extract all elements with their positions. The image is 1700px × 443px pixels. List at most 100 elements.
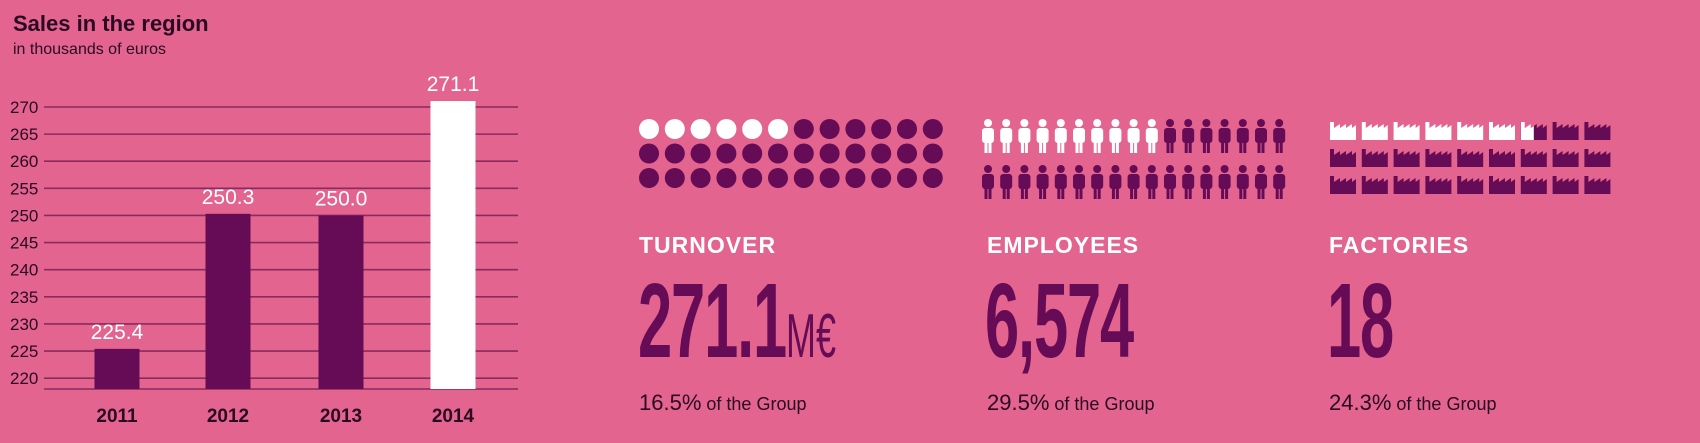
turnover-label: TURNOVER <box>639 232 777 258</box>
circle-icon <box>690 143 711 164</box>
turnover-number: 271.1 <box>638 262 787 380</box>
factory-icon <box>1520 176 1547 194</box>
person-icon <box>1054 119 1067 153</box>
bar-2011 <box>94 348 140 389</box>
circle-icon <box>768 143 788 164</box>
person-icon <box>1127 119 1140 153</box>
circle-icon <box>922 143 943 164</box>
circle-icon <box>716 168 737 188</box>
circle-icon <box>716 143 737 164</box>
circle-icon <box>742 168 763 188</box>
circle-icon <box>845 119 866 139</box>
person-icon <box>1000 165 1013 199</box>
person-icon <box>1000 119 1013 153</box>
x-tick-label: 2012 <box>207 406 249 427</box>
factory-icon <box>1393 176 1420 194</box>
employees-label: EMPLOYEES <box>987 232 1140 258</box>
circle-icon <box>716 119 737 139</box>
factory-icon <box>1457 176 1484 194</box>
circle-icon <box>819 143 840 164</box>
x-tick-label: 2013 <box>320 406 362 427</box>
person-icon <box>1073 165 1085 199</box>
turnover-share-text: of the Group <box>706 394 807 414</box>
sales-bar-chart: 220 225 230 235 240 245 250 255 260 265 270 225.4 20… <box>10 73 518 427</box>
bar-value-label: 250.0 <box>315 187 368 210</box>
factory-icon <box>1330 149 1356 167</box>
y-tick-label: 250 <box>10 206 38 225</box>
circle-icon <box>793 143 814 164</box>
person-icon <box>1091 165 1104 199</box>
factory-icon <box>1425 149 1452 167</box>
person-icon <box>1145 119 1158 153</box>
person-icon <box>1109 119 1122 153</box>
circle-icon <box>664 143 685 164</box>
bar-2012 <box>205 213 251 389</box>
employees-number: 6,574 <box>985 262 1134 380</box>
person-icon <box>1164 119 1176 153</box>
factory-icon <box>1552 122 1579 140</box>
turnover-value: 271.1M€ <box>638 268 836 374</box>
circle-icon <box>690 168 711 188</box>
person-icon <box>982 119 994 153</box>
person-icon <box>1018 119 1031 153</box>
factory-icon <box>1489 176 1515 194</box>
person-icon <box>1036 165 1049 199</box>
person-icon <box>1200 165 1213 199</box>
circle-icon <box>819 119 840 139</box>
factory-icon <box>1489 122 1515 140</box>
circle-icon <box>768 119 788 139</box>
factory-icon <box>1393 149 1420 167</box>
chart-title: Sales in the region <box>13 11 209 36</box>
turnover-share: 16.5% of the Group <box>639 390 806 416</box>
person-icon <box>1182 165 1195 199</box>
person-icon <box>1164 165 1176 199</box>
factory-icon <box>1457 149 1484 167</box>
factory-icon <box>1489 149 1515 167</box>
person-icon <box>1018 165 1031 199</box>
factory-icon <box>1552 176 1579 194</box>
factory-icon <box>1361 149 1388 167</box>
circle-icon <box>871 143 892 164</box>
factory-icon <box>1520 122 1547 140</box>
circle-icon <box>871 119 892 139</box>
factory-icon <box>1330 122 1356 140</box>
chart-subtitle: in thousands of euros <box>13 41 166 58</box>
circle-icon <box>819 168 840 188</box>
factories-value: 18 <box>1327 268 1394 374</box>
y-tick-label: 265 <box>10 125 38 144</box>
factory-icon <box>1457 122 1484 140</box>
circle-icon <box>639 119 659 139</box>
factory-icon <box>1330 176 1356 194</box>
person-icon <box>1182 119 1195 153</box>
person-icon <box>1255 165 1267 199</box>
factories-share-text: of the Group <box>1396 394 1497 414</box>
factory-icon <box>1361 122 1388 140</box>
circle-icon <box>922 168 943 188</box>
person-icon <box>1255 119 1267 153</box>
y-tick-label: 245 <box>10 234 38 253</box>
circle-icon <box>793 168 814 188</box>
employees-share: 29.5% of the Group <box>987 390 1154 416</box>
factories-share-pct: 24.3% <box>1329 390 1392 415</box>
circle-icon <box>922 119 943 139</box>
person-icon <box>1073 119 1085 153</box>
person-icon <box>1236 165 1249 199</box>
person-icon <box>1036 119 1049 153</box>
circle-icon <box>871 168 892 188</box>
bar-value-label: 250.3 <box>202 186 255 209</box>
y-tick-label: 255 <box>10 179 38 198</box>
y-tick-label: 220 <box>10 369 38 388</box>
x-tick-label: 2011 <box>96 406 138 427</box>
y-tick-label: 230 <box>10 315 38 334</box>
circle-icon <box>845 143 866 164</box>
turnover-unit: M€ <box>786 302 837 371</box>
circle-icon <box>664 168 685 188</box>
factory-icon <box>1552 149 1579 167</box>
circle-icon <box>664 119 685 139</box>
factories-label: FACTORIES <box>1329 232 1470 258</box>
person-icon <box>1127 165 1140 199</box>
circle-icon <box>897 168 917 188</box>
